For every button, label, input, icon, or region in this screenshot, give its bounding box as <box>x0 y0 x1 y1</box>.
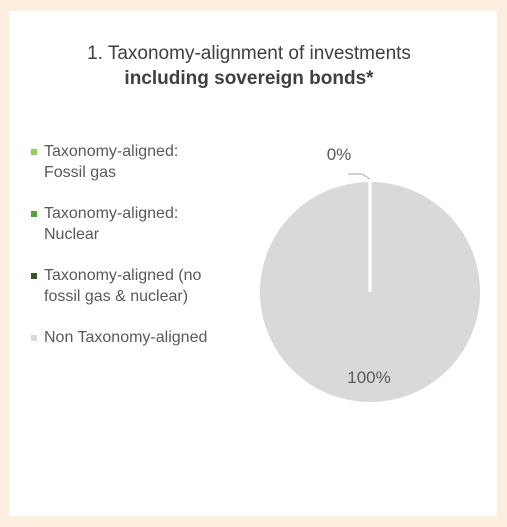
legend-swatch <box>31 335 37 341</box>
pie-chart: 0% 100% <box>260 145 480 402</box>
legend-item-fossil-gas: Taxonomy-aligned: Fossil gas <box>31 141 246 183</box>
legend-label-line1: Taxonomy-aligned (no <box>44 267 202 284</box>
legend-label-line2: Nuclear <box>44 226 100 243</box>
data-label-leader-line <box>348 173 371 180</box>
chart-title: 1. Taxonomy-alignment of investments inc… <box>9 41 489 91</box>
legend-label-line1: Taxonomy-aligned: <box>44 205 179 222</box>
legend-item-nuclear: Taxonomy-aligned: Nuclear <box>31 203 246 245</box>
chart-panel: 1. Taxonomy-alignment of investments inc… <box>9 11 497 516</box>
legend-label-line1: Non Taxonomy-aligned <box>44 329 208 346</box>
legend-swatch <box>31 149 37 155</box>
data-label-2: 100% <box>347 368 390 387</box>
legend-swatch <box>31 211 37 217</box>
legend-item-other-aligned: Taxonomy-aligned (no fossil gas & nuclea… <box>31 265 246 307</box>
chart-title-line1: 1. Taxonomy-alignment of investments <box>87 43 411 64</box>
legend-item-non-aligned: Non Taxonomy-aligned <box>31 327 246 348</box>
data-label-1: 0% <box>327 145 352 164</box>
chart-subtitle: including sovereign bonds* <box>124 68 374 89</box>
legend-label-line1: Taxonomy-aligned: <box>44 143 179 160</box>
legend-swatch <box>31 273 37 279</box>
legend-label-line2: Fossil gas <box>44 164 117 181</box>
legend-label-line2: fossil gas & nuclear) <box>44 288 189 305</box>
chart-legend: Taxonomy-aligned: Fossil gas Taxonomy-al… <box>31 141 246 368</box>
